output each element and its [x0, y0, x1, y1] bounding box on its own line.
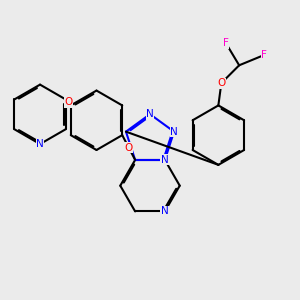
Text: N: N [161, 155, 169, 165]
Text: O: O [217, 78, 226, 88]
Text: O: O [64, 98, 72, 107]
Text: N: N [146, 109, 154, 119]
Text: O: O [124, 142, 133, 152]
Text: F: F [262, 50, 267, 60]
Text: N: N [161, 206, 169, 216]
Text: N: N [170, 127, 178, 137]
Text: F: F [223, 38, 229, 48]
Text: N: N [36, 139, 44, 149]
